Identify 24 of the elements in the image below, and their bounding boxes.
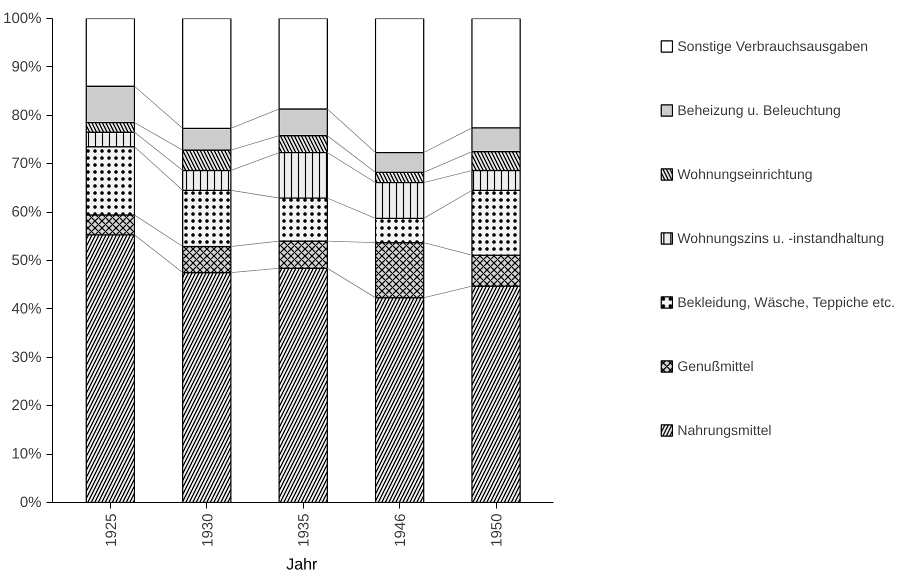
x-tick-label: 1950 bbox=[488, 513, 506, 547]
y-tick-label: 40% bbox=[11, 300, 42, 318]
legend-label: Wohnungseinrichtung bbox=[677, 166, 813, 182]
y-tick-label: 0% bbox=[20, 494, 42, 511]
x-axis-title: Jahr bbox=[286, 556, 318, 574]
y-tick-label: 100% bbox=[3, 10, 42, 27]
x-tick-label: 1935 bbox=[296, 513, 313, 547]
legend-label: Sonstige Verbrauchsausgaben bbox=[677, 38, 868, 54]
y-tick-label: 60% bbox=[11, 204, 42, 221]
y-tick-label: 80% bbox=[11, 106, 42, 124]
x-tick-label: 1930 bbox=[199, 513, 216, 547]
x-tick-label: 1946 bbox=[392, 513, 410, 547]
legend-label: Nahrungsmittel bbox=[677, 422, 772, 438]
y-tick-label: 30% bbox=[11, 348, 42, 366]
legend-label: Bekleidung, Wäsche, Teppiche etc. bbox=[677, 294, 895, 310]
legend-label: Beheizung u. Beleuchtung bbox=[677, 102, 841, 118]
y-tick-label: 70% bbox=[11, 155, 42, 172]
y-tick-label: 50% bbox=[11, 252, 42, 269]
legend-label: Wohnungszins u. -instandhaltung bbox=[677, 230, 884, 246]
y-tick-label: 90% bbox=[11, 58, 42, 76]
y-tick-label: 20% bbox=[11, 397, 42, 414]
y-tick-label: 10% bbox=[11, 446, 42, 463]
legend-label: Genußmittel bbox=[677, 358, 754, 374]
x-tick-label: 1925 bbox=[102, 513, 120, 547]
